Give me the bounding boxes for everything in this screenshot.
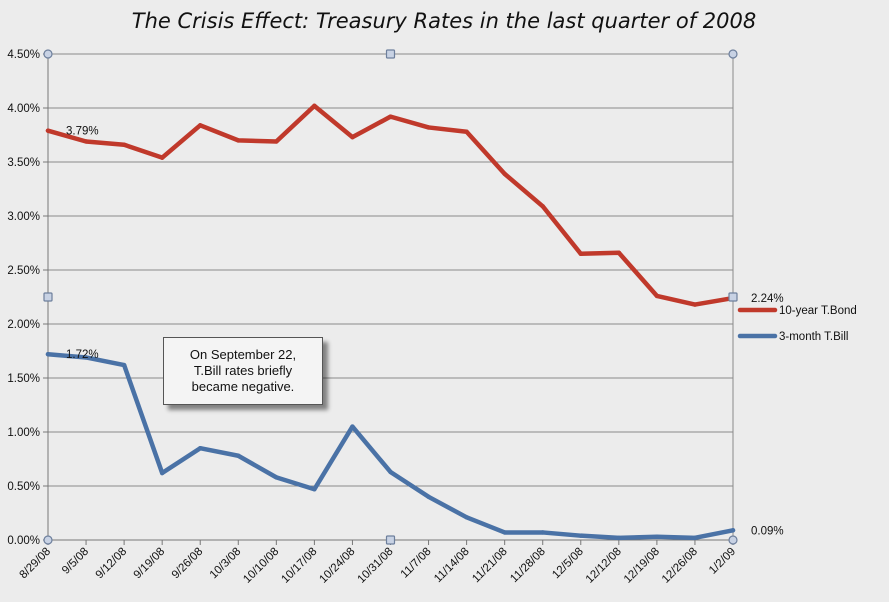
data-point — [730, 528, 736, 533]
x-tick-label: 10/10/08 — [241, 546, 281, 586]
resize-handle-side[interactable] — [385, 535, 396, 545]
x-tick-label: 10/24/08 — [317, 546, 357, 586]
data-point — [198, 446, 203, 451]
y-tick-label: 4.50% — [7, 49, 40, 61]
x-tick-label: 12/12/08 — [584, 546, 624, 586]
resize-handle-corner[interactable] — [728, 49, 738, 59]
data-point — [274, 139, 279, 144]
x-tick-label: 10/17/08 — [279, 546, 319, 586]
data-point — [426, 125, 431, 130]
x-tick-label: 9/5/08 — [60, 546, 91, 577]
data-point — [83, 139, 89, 144]
y-tick-label: 2.00% — [7, 319, 40, 331]
data-point — [350, 134, 355, 140]
data-point — [274, 475, 279, 480]
data-label: 2.24% — [751, 293, 784, 305]
x-tick-label: 11/21/08 — [470, 546, 510, 586]
data-point — [312, 487, 317, 492]
data-label: 3.79% — [66, 126, 99, 138]
data-point — [578, 251, 583, 256]
data-point — [692, 302, 698, 307]
series-group: 3.79% 2.24% 1.72% 0.09% — [45, 103, 784, 541]
data-point — [692, 535, 698, 541]
data-point — [540, 204, 545, 209]
x-tick-label: 10/31/08 — [355, 546, 395, 586]
y-tick-label: 3.00% — [7, 211, 40, 223]
data-point — [502, 530, 507, 535]
data-point — [121, 362, 127, 368]
legend-label: 3-month T.Bill — [779, 331, 848, 343]
x-tick-label: 11/7/08 — [399, 546, 434, 581]
y-tick-label: 3.50% — [7, 157, 40, 169]
y-tick-label: 1.00% — [7, 427, 40, 439]
y-tick-label: 0.50% — [7, 481, 40, 493]
data-label: 1.72% — [66, 349, 99, 361]
x-tick-label: 9/19/08 — [132, 546, 168, 582]
data-point — [578, 533, 583, 538]
data-point — [502, 171, 507, 177]
data-point — [654, 293, 660, 299]
annotation-callout[interactable]: On September 22, T.Bill rates briefly be… — [163, 337, 323, 405]
y-tick-label: 2.50% — [7, 265, 40, 277]
legend: 10-year T.Bond 3-month T.Bill — [737, 305, 857, 343]
resize-handle-corner[interactable] — [728, 535, 738, 545]
data-point — [388, 114, 393, 119]
resize-handle-corner[interactable] — [43, 535, 53, 545]
data-point — [121, 142, 127, 147]
data-point — [83, 355, 89, 360]
x-tick-label: 8/29/08 — [18, 546, 54, 582]
x-axis: 8/29/08 9/5/08 9/12/08 9/19/08 9/26/08 10/3/0… — [18, 546, 739, 586]
data-point — [540, 530, 545, 535]
data-point — [464, 129, 469, 134]
data-point — [616, 250, 622, 255]
data-point — [426, 494, 431, 499]
y-tick-label: 4.00% — [7, 103, 40, 115]
data-point — [159, 470, 165, 476]
x-tick-label: 10/3/08 — [208, 546, 244, 582]
x-tick-label: 12/5/08 — [550, 546, 586, 582]
chart-title: The Crisis Effect: Treasury Rates in the… — [132, 9, 756, 33]
data-point — [312, 103, 317, 109]
x-tick-label: 1/2/09 — [707, 546, 738, 577]
y-axis: 0.00% 0.50% 1.00% 1.50% 2.00% 2.50% 3.00% 3.50%… — [7, 49, 40, 547]
series-line-1 — [45, 351, 736, 541]
data-label: 0.09% — [751, 525, 784, 537]
data-point — [159, 155, 165, 160]
legend-label: 10-year T.Bond — [779, 305, 857, 317]
data-point — [464, 515, 469, 520]
x-tick-label: 11/14/08 — [432, 546, 472, 586]
series-line-0 — [45, 103, 736, 307]
data-point — [616, 535, 622, 541]
resize-handle-side[interactable] — [385, 49, 396, 59]
x-tick-label: 12/19/08 — [622, 546, 662, 586]
x-tick-label: 9/26/08 — [170, 546, 206, 582]
x-tick-label: 12/26/08 — [660, 546, 700, 586]
y-tick-label: 0.00% — [7, 535, 40, 547]
resize-handle-side[interactable] — [43, 292, 53, 302]
y-tick-label: 1.50% — [7, 373, 40, 385]
data-point — [45, 128, 51, 133]
data-point — [654, 534, 660, 539]
resize-handle-corner[interactable] — [43, 49, 53, 59]
data-point — [45, 352, 51, 357]
x-tick-label: 9/12/08 — [94, 546, 130, 582]
data-point — [236, 453, 241, 458]
data-point — [388, 469, 393, 475]
selection-handles[interactable] — [43, 49, 738, 545]
x-tick-label: 11/28/08 — [508, 546, 548, 586]
resize-handle-side[interactable] — [728, 292, 738, 302]
data-point — [350, 424, 355, 429]
data-point — [198, 123, 203, 128]
data-point — [236, 138, 241, 143]
